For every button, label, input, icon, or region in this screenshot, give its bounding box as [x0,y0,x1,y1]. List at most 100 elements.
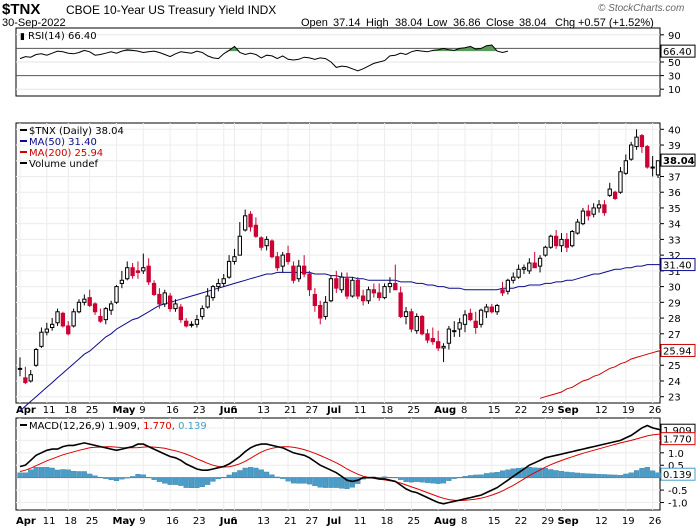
macd-hist-bar [301,477,307,484]
price-legend-item: $TNX (Daily) 38.04 [29,126,124,137]
candle [414,313,419,334]
candle [655,160,661,179]
candle-body [511,276,516,281]
candle [200,305,205,320]
macd-x-label: 12 [595,516,608,527]
candle [312,288,318,312]
macd-hist-bar [398,477,404,480]
macd-hist-bar [542,468,548,478]
candle [559,233,564,252]
candle-body [446,328,452,344]
macd-hist-bar [60,469,66,478]
macd-tick-label: 0.5 [668,461,684,472]
macd-tick-label: 1.0 [668,449,684,460]
candle [194,314,200,328]
candle-body [92,303,98,313]
candle-body [130,267,135,277]
signal-last-value: 1.770 [663,435,692,446]
candle-body [60,312,66,327]
candle-body [409,311,414,330]
macd-hist-bar [242,467,248,478]
macd-x-label: 13 [257,516,270,527]
price-x-label: Jun [219,405,238,416]
candle-body [296,265,301,280]
price-x-label: 11 [43,405,56,416]
macd-hist-bar [617,475,624,478]
candle-body [216,282,221,288]
candle [468,308,473,322]
open-label: Open [301,17,328,29]
candle [291,261,296,284]
macd-hist-bar [569,472,575,478]
close-value: 38.04 [519,17,547,29]
candle [645,145,650,169]
candle [248,211,253,232]
macd-hist-bar [499,470,506,478]
macd-hist-bar [108,477,114,481]
macd-hist-bar [28,469,34,478]
candle-body [119,279,125,284]
rsi-tick-label: 90 [668,31,681,42]
macd-hist-bar [510,468,516,478]
price-x-label: 25 [86,405,99,416]
candle-body [125,267,130,280]
macd-x-label: 11 [43,516,56,527]
macd-hist-bar [215,477,221,480]
candle-body [452,330,457,333]
low-value: 36.86 [453,17,481,29]
candle-body [377,292,382,299]
macd-hist-bar [103,477,109,479]
price-x-label: 6 [230,405,236,416]
macd-hist-bar [601,474,607,478]
candle [125,261,130,281]
price-tick-label: 35 [668,204,681,215]
signal-last-box [660,432,696,446]
candle-body [39,331,44,347]
candle-body [71,311,76,327]
candle-body [50,323,55,328]
candle [366,286,371,304]
candle-body [629,144,634,160]
candle [602,200,607,216]
macd-tick-label: -1.0 [668,499,688,510]
rsi-tick-label: 50 [668,58,681,69]
candle-body [366,289,371,302]
candle-body [387,282,393,288]
macd-hist-bar [650,470,656,478]
macd-x-label: 8 [461,516,467,527]
macd-hist-bar [473,474,479,478]
candle-body [157,293,162,305]
candle-body [505,279,511,292]
candle-body [307,273,312,291]
candle [612,190,618,201]
macd-hist-bar [564,471,570,478]
price-x-label: 29 [541,405,554,416]
macd-hist-bar [349,477,355,488]
macd-hist-bar [33,467,39,478]
price-x-label: 12 [595,405,608,416]
candle [430,327,435,345]
macd-hist-bar [575,472,581,478]
candle-body [350,279,355,297]
candle-body [607,188,612,196]
candle [409,308,414,333]
candle-body [173,303,178,310]
candle-body [33,349,39,366]
candle-body [184,320,189,327]
candle-body [114,286,119,303]
candle-body [596,204,602,209]
candle [355,277,360,300]
macd-hist-bar [162,477,168,484]
candle-body [28,374,33,382]
macd-hist-bar [178,477,184,486]
macd-hist-bar [226,474,232,478]
price-x-label: 16 [166,405,179,416]
price-x-label: Jul [326,405,341,416]
price-panel-frame [15,122,661,404]
candle-body [264,238,269,247]
macd-hist-bar [403,477,409,482]
candle-body [334,278,339,289]
candle [301,255,307,278]
macd-hist-bar [205,477,211,485]
macd-hist-bar [258,469,264,478]
